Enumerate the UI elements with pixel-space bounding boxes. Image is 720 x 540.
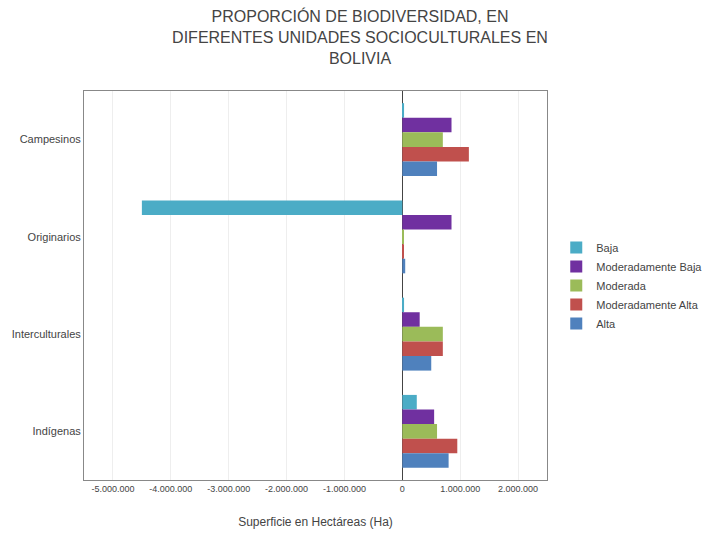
- svg-text:Alta: Alta: [596, 318, 616, 330]
- svg-text:Moderadamente Baja: Moderadamente Baja: [596, 261, 702, 273]
- svg-text:-5.000.000: -5.000.000: [91, 484, 134, 494]
- svg-text:Interculturales: Interculturales: [12, 328, 82, 340]
- svg-text:Indígenas: Indígenas: [32, 425, 81, 437]
- svg-text:-4.000.000: -4.000.000: [149, 484, 192, 494]
- svg-text:2.000.000: 2.000.000: [498, 484, 538, 494]
- svg-text:-1.000.000: -1.000.000: [323, 484, 366, 494]
- svg-text:Moderadamente Alta: Moderadamente Alta: [596, 299, 698, 311]
- svg-text:Moderada: Moderada: [596, 280, 646, 292]
- svg-text:Originarios: Originarios: [28, 231, 82, 243]
- svg-text:-2.000.000: -2.000.000: [265, 484, 308, 494]
- svg-text:Campesinos: Campesinos: [20, 133, 82, 145]
- svg-text:0: 0: [400, 484, 405, 494]
- svg-text:-3.000.000: -3.000.000: [207, 484, 250, 494]
- svg-text:PROPORCIÓN DE BIODIVERSIDAD, E: PROPORCIÓN DE BIODIVERSIDAD, ENDIFERENTE…: [172, 7, 548, 67]
- svg-text:Superficie en Hectáreas (Ha): Superficie en Hectáreas (Ha): [238, 515, 393, 529]
- svg-text:1.000.000: 1.000.000: [440, 484, 480, 494]
- svg-text:Baja: Baja: [596, 242, 619, 254]
